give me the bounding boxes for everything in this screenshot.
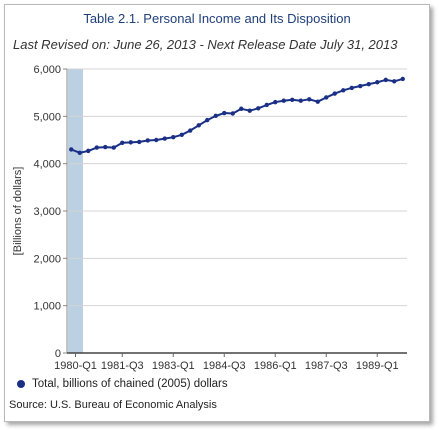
data-point[interactable] (392, 79, 397, 84)
data-point[interactable] (332, 91, 337, 96)
data-point[interactable] (154, 137, 159, 143)
data-point[interactable] (94, 145, 99, 150)
data-point[interactable] (188, 128, 193, 133)
data-point[interactable] (179, 132, 184, 137)
data-point[interactable] (256, 106, 261, 111)
y-tick-label: 1,000 (33, 301, 61, 313)
line-chart: 0 1,000 2,000 3,000 4,000 5,000 6,000 [Billions… (12, 64, 407, 372)
x-tick-label: 1981-Q3 (101, 360, 144, 372)
y-tick-label: 5,000 (33, 111, 61, 123)
chart-title: Table 2.1. Personal Income and Its Dispo… (83, 11, 351, 26)
data-point[interactable] (341, 88, 346, 93)
x-tick-label: 1986-Q1 (254, 360, 297, 372)
data-point[interactable] (69, 147, 74, 152)
data-point[interactable] (239, 106, 244, 111)
data-point[interactable] (145, 138, 150, 143)
data-point[interactable] (307, 97, 312, 102)
chart-panel: Table 2.1. Personal Income and Its Dispo… (4, 4, 430, 422)
data-point[interactable] (86, 148, 91, 154)
y-tick-label: 6,000 (33, 64, 61, 76)
y-tick-label: 0 (55, 348, 61, 360)
data-point[interactable] (111, 145, 116, 150)
x-tick-label: 1983-Q1 (152, 360, 195, 372)
x-tick-label: 1984-Q3 (203, 360, 246, 372)
data-point[interactable] (222, 110, 227, 116)
x-tick-label: 1987-Q3 (305, 360, 348, 372)
legend[interactable]: Total, billions of chained (2005) dollar… (17, 378, 228, 390)
series-line (70, 77, 404, 154)
data-point[interactable] (196, 123, 201, 128)
data-point[interactable] (205, 117, 210, 123)
data-point[interactable] (162, 136, 167, 141)
y-axis-title: [Billions of dollars] (12, 167, 24, 256)
data-point[interactable] (358, 83, 363, 89)
data-point[interactable] (298, 98, 303, 103)
data-point[interactable] (366, 81, 371, 87)
data-point[interactable] (383, 77, 388, 83)
data-point[interactable] (103, 144, 108, 150)
x-tick-label: 1989-Q1 (356, 360, 399, 372)
data-point[interactable] (230, 111, 235, 116)
legend-label: Total, billions of chained (2005) dollar… (32, 378, 228, 390)
data-point[interactable] (213, 113, 218, 119)
x-tick-label: 1980-Q1 (54, 360, 97, 372)
source-note: Source: U.S. Bureau of Economic Analysis (9, 399, 217, 411)
data-point[interactable] (349, 85, 354, 91)
legend-marker (17, 380, 25, 388)
data-point[interactable] (171, 134, 176, 140)
y-tick-label: 2,000 (33, 253, 61, 265)
data-point[interactable] (137, 139, 142, 145)
data-point[interactable] (247, 108, 252, 113)
data-point[interactable] (77, 150, 82, 155)
data-point[interactable] (281, 98, 286, 103)
data-point[interactable] (128, 140, 133, 145)
y-tick-label: 3,000 (33, 206, 61, 218)
data-point[interactable] (375, 80, 380, 85)
chart-subtitle: Last Revised on: June 26, 2013 - Next Re… (13, 37, 398, 52)
data-point[interactable] (264, 102, 269, 108)
data-point[interactable] (273, 99, 278, 105)
data-point[interactable] (400, 76, 405, 82)
data-point[interactable] (120, 140, 125, 146)
data-point[interactable] (315, 99, 320, 104)
y-tick-label: 4,000 (33, 159, 61, 171)
data-point[interactable] (290, 97, 295, 102)
data-point[interactable] (324, 95, 329, 100)
